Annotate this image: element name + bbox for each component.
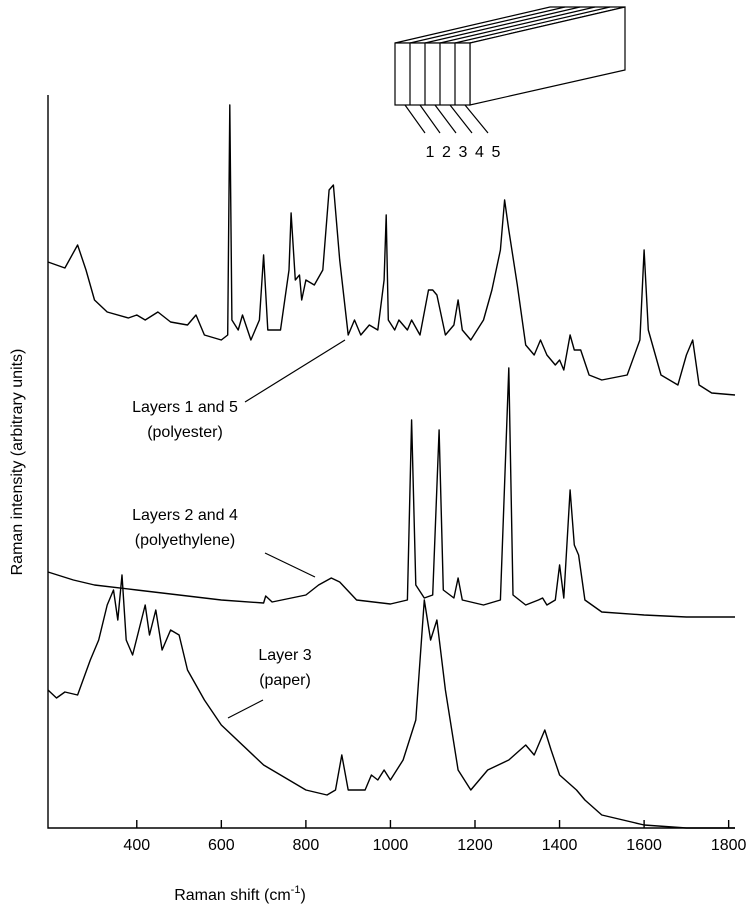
inset-front [394, 42, 471, 106]
x-tick-label: 1800 [711, 837, 747, 854]
annotation: Layers 2 and 4 [132, 507, 238, 524]
annotation: (polyester) [147, 424, 223, 441]
inset-label: 5 [492, 144, 501, 161]
annotation-leader [244, 339, 346, 403]
inset-diagram [394, 6, 626, 134]
annotation-leader [264, 552, 316, 578]
axes [47, 95, 735, 829]
x-tick-label: 600 [208, 837, 235, 854]
x-label-main: Raman shift (cm [174, 887, 290, 904]
inset-label: 2 [442, 144, 451, 161]
x-label-sup: -1 [291, 884, 301, 896]
x-label-end: ) [300, 887, 305, 904]
x-tick-label: 1000 [373, 837, 409, 854]
annotation: Layers 1 and 5 [132, 399, 238, 416]
annotation: (polyethylene) [135, 532, 236, 549]
inset-label: 4 [475, 144, 484, 161]
x-axis-label: Raman shift (cm-1) [174, 884, 306, 904]
inset-lines [404, 6, 611, 134]
inset-label: 3 [459, 144, 468, 161]
x-tick-label: 1200 [457, 837, 493, 854]
spectrum-line [47, 574, 735, 829]
x-tick-label: 1600 [626, 837, 662, 854]
x-tick-label: 800 [293, 837, 320, 854]
spectrum-line [47, 367, 735, 618]
x-tick-label: 400 [123, 837, 150, 854]
annotation: (paper) [259, 672, 311, 689]
inset-label: 1 [426, 144, 435, 161]
annotation-leader [227, 699, 264, 719]
y-axis-label: Raman intensity (arbitrary units) [9, 349, 26, 576]
spectrum-line [47, 104, 736, 396]
annotation: Layer 3 [258, 647, 311, 664]
x-tick-label: 1400 [542, 837, 578, 854]
